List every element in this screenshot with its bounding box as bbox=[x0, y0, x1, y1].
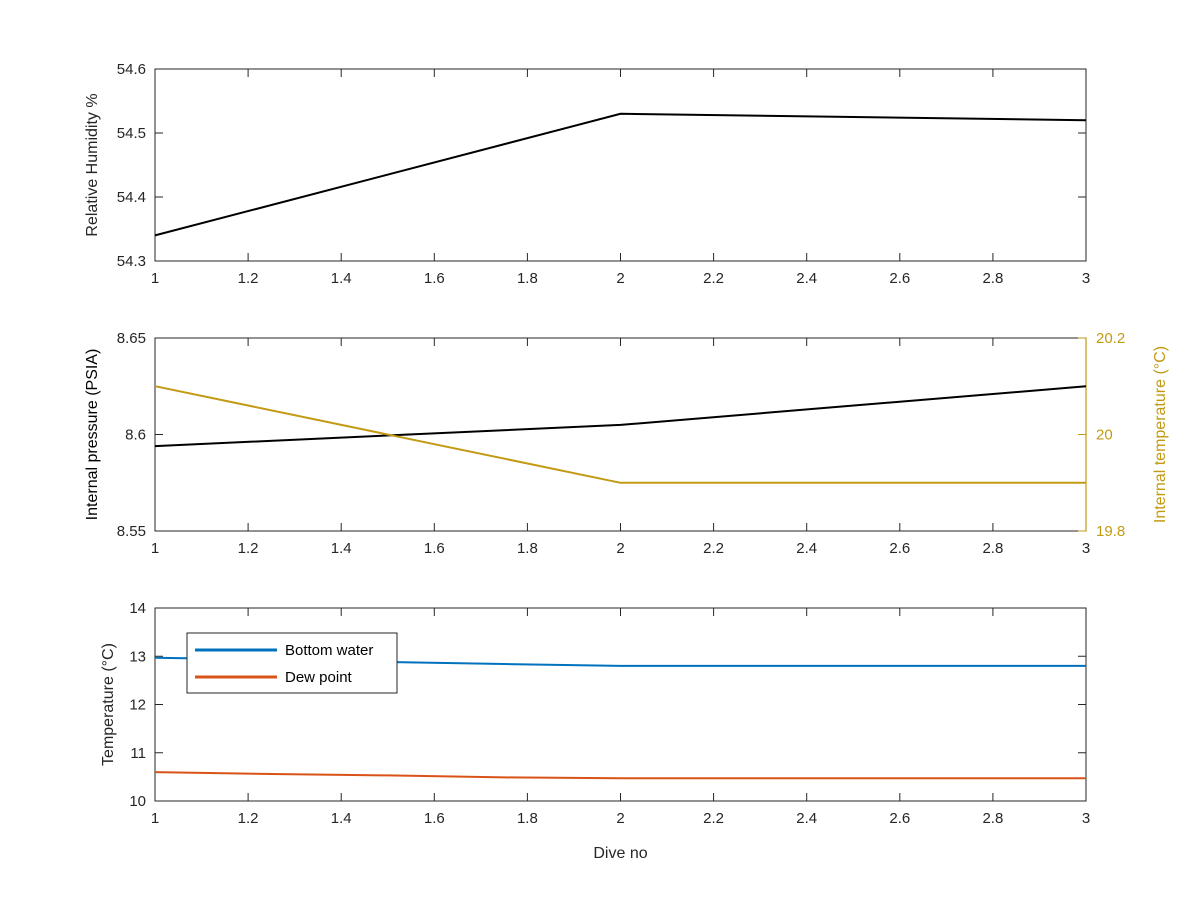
x-tick-label: 1.4 bbox=[331, 810, 352, 827]
x-tick-label: 2.2 bbox=[703, 540, 724, 557]
x-axis-label: Dive no bbox=[593, 845, 647, 862]
y-axis-label: Internal pressure (PSIA) bbox=[84, 349, 101, 521]
y-tick-label: 54.3 bbox=[117, 253, 146, 270]
x-tick-label: 1 bbox=[151, 270, 159, 287]
x-tick-label: 2.6 bbox=[889, 270, 910, 287]
y-tick-label: 8.65 bbox=[117, 330, 146, 347]
x-tick-label: 3 bbox=[1082, 810, 1090, 827]
y-tick-label: 12 bbox=[129, 697, 146, 714]
y-tick-label: 54.6 bbox=[117, 61, 146, 78]
x-tick-label: 2.4 bbox=[796, 540, 817, 557]
pressure-temperature-panel: 1 1.2 1.4 1.6 1.8 2 2.2 2.4 2.6 2.8 3 8.55 8.6 8.65 19… bbox=[84, 330, 1169, 557]
y-tick-label: 11 bbox=[130, 745, 146, 762]
x-tick-label: 3 bbox=[1082, 540, 1090, 557]
y-axis-label: Temperature (°C) bbox=[100, 643, 117, 766]
x-tick-label: 2.8 bbox=[982, 540, 1003, 557]
y-tick-label-right: 19.8 bbox=[1096, 523, 1125, 540]
y-axis-label-right: Internal temperature (°C) bbox=[1152, 346, 1169, 523]
x-tick-label: 2.8 bbox=[982, 810, 1003, 827]
x-tick-label: 2.2 bbox=[703, 810, 724, 827]
x-tick-label: 1.4 bbox=[331, 540, 352, 557]
series-line-dew-point bbox=[154, 771, 1086, 780]
x-tick-label: 1.8 bbox=[517, 540, 538, 557]
legend-label-bottom-water: Bottom water bbox=[285, 642, 373, 659]
x-tick-label: 2.6 bbox=[889, 540, 910, 557]
y-tick-label: 54.4 bbox=[117, 189, 146, 206]
y-tick-label: 54.5 bbox=[117, 125, 146, 142]
x-tick-label: 1.6 bbox=[424, 540, 445, 557]
x-tick-label: 1.8 bbox=[517, 270, 538, 287]
x-tick-label: 1.2 bbox=[238, 270, 259, 287]
x-tick-label: 2.2 bbox=[703, 270, 724, 287]
x-tick-label: 2 bbox=[616, 810, 624, 827]
y-tick-label: 13 bbox=[129, 648, 146, 665]
y-tick-label: 14 bbox=[129, 600, 146, 617]
x-tick-label: 1 bbox=[151, 540, 159, 557]
y-tick-label-right: 20 bbox=[1096, 427, 1113, 444]
y-tick-label: 8.55 bbox=[117, 523, 146, 540]
y-tick-label: 8.6 bbox=[125, 427, 146, 444]
x-tick-label: 2.8 bbox=[982, 270, 1003, 287]
x-tick-label: 2.6 bbox=[889, 810, 910, 827]
temperature-panel: 1 1.2 1.4 1.6 1.8 2 2.2 2.4 2.6 2.8 3 10 11 12 13 14 Tem… bbox=[100, 600, 1090, 862]
x-tick-label: 1.4 bbox=[331, 270, 352, 287]
axes-box bbox=[154, 68, 1087, 262]
x-tick-label: 1.8 bbox=[517, 810, 538, 827]
humidity-panel: 1 1.2 1.4 1.6 1.8 2 2.2 2.4 2.6 2.8 3 54.3 54.4 54.5 5… bbox=[84, 61, 1090, 287]
x-tick-label: 1.6 bbox=[424, 270, 445, 287]
x-tick-label: 1.2 bbox=[238, 540, 259, 557]
series-line bbox=[154, 112, 1087, 237]
legend-box bbox=[186, 632, 398, 694]
x-tick-label: 1.2 bbox=[238, 810, 259, 827]
series-line bbox=[154, 385, 1087, 448]
x-tick-label: 2.4 bbox=[796, 270, 817, 287]
y-axis-label: Relative Humidity % bbox=[84, 93, 101, 236]
series-line-right bbox=[154, 385, 1086, 484]
y-tick-label: 10 bbox=[129, 793, 146, 810]
y-tick-label-right: 20.2 bbox=[1096, 330, 1125, 347]
x-tick-label: 2 bbox=[616, 270, 624, 287]
x-tick-label: 2 bbox=[616, 540, 624, 557]
axes-box bbox=[154, 337, 1087, 532]
x-tick-label: 1 bbox=[151, 810, 159, 827]
x-tick-label: 1.6 bbox=[424, 810, 445, 827]
legend-label-dew-point: Dew point bbox=[285, 669, 353, 686]
x-tick-label: 2.4 bbox=[796, 810, 817, 827]
x-tick-label: 3 bbox=[1082, 270, 1090, 287]
